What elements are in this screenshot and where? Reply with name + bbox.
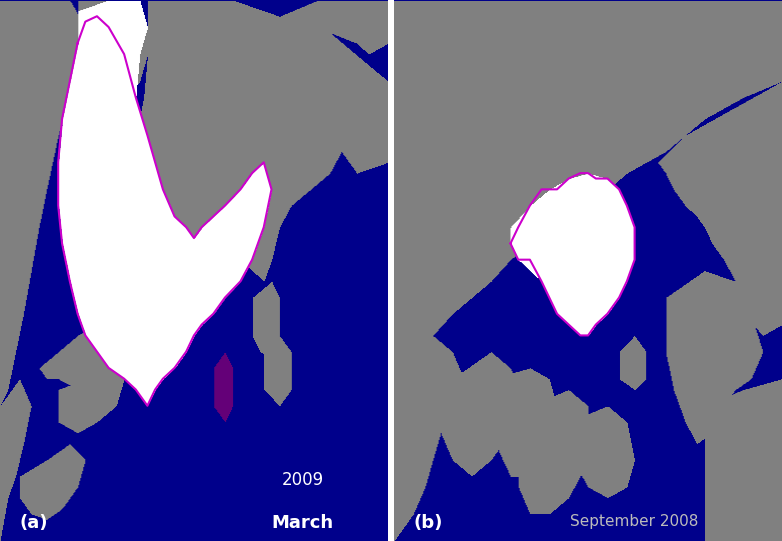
Text: September 2008: September 2008 <box>570 514 699 529</box>
Text: (a): (a) <box>20 514 48 532</box>
Text: (b): (b) <box>414 514 443 532</box>
Text: March: March <box>271 514 334 532</box>
Text: 2009: 2009 <box>282 471 324 489</box>
